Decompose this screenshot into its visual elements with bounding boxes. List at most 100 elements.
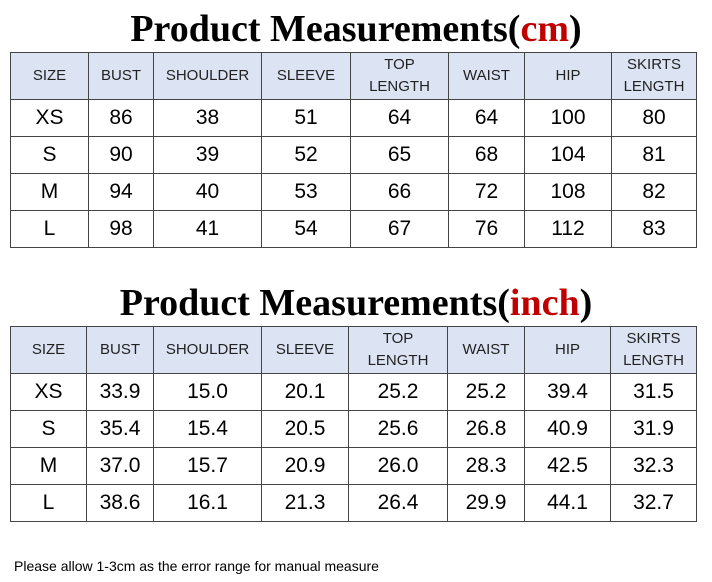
title-close: )	[569, 8, 582, 50]
table-title: Product Measurements(cm)	[0, 9, 712, 49]
header-cell: HIP	[524, 326, 611, 374]
cell: 39.4	[524, 373, 611, 411]
cell: 31.9	[610, 410, 697, 448]
cell: 15.4	[153, 410, 262, 448]
cell: 16.1	[153, 484, 262, 522]
header-cell: WAIST	[448, 52, 525, 100]
cell: 112	[524, 210, 612, 248]
cell: 64	[350, 99, 449, 137]
cell: 28.3	[447, 447, 525, 485]
cell: 26.4	[348, 484, 448, 522]
cell: 39	[153, 136, 262, 174]
cell: 64	[448, 99, 525, 137]
header-cell: SKIRTS LENGTH	[611, 52, 697, 100]
cell: 40.9	[524, 410, 611, 448]
title-text: Product Measurements(	[119, 282, 510, 324]
cell: 81	[611, 136, 697, 174]
cell: 65	[350, 136, 449, 174]
cell: 31.5	[610, 373, 697, 411]
title-text: Product Measurements(	[130, 8, 521, 50]
header-cell: SIZE	[10, 326, 87, 374]
header-cell: BUST	[88, 52, 154, 100]
cell: 35.4	[86, 410, 154, 448]
header-cell: SLEEVE	[261, 326, 349, 374]
header-cell: TOP LENGTH	[348, 326, 448, 374]
cell: M	[10, 173, 89, 211]
data-row: M 37.0 15.7 20.9 26.0 28.3 42.5 32.3	[10, 447, 697, 485]
cell: 42.5	[524, 447, 611, 485]
cell: 32.7	[610, 484, 697, 522]
cell: 86	[88, 99, 154, 137]
cell: 67	[350, 210, 449, 248]
cell: 25.2	[447, 373, 525, 411]
data-row: S 90 39 52 65 68 104 81	[10, 136, 697, 174]
cell: 80	[611, 99, 697, 137]
cell: 54	[261, 210, 351, 248]
data-row: L 38.6 16.1 21.3 26.4 29.9 44.1 32.7	[10, 484, 697, 522]
cell: 33.9	[86, 373, 154, 411]
cell: 53	[261, 173, 351, 211]
cell: 76	[448, 210, 525, 248]
header-cell: HIP	[524, 52, 612, 100]
cell: 83	[611, 210, 697, 248]
cell: L	[10, 210, 89, 248]
header-cell: TOP LENGTH	[350, 52, 449, 100]
header-row: SIZE BUST SHOULDER SLEEVE TOP LENGTH WAIST HIP…	[10, 326, 697, 374]
data-row: L 98 41 54 67 76 112 83	[10, 210, 697, 248]
header-cell: SHOULDER	[153, 326, 262, 374]
title-unit: inch	[509, 282, 580, 324]
cell: XS	[10, 99, 89, 137]
cell: 82	[611, 173, 697, 211]
data-row: XS 86 38 51 64 64 100 80	[10, 99, 697, 137]
cell: 51	[261, 99, 351, 137]
cell: 104	[524, 136, 612, 174]
header-cell: SKIRTS LENGTH	[610, 326, 697, 374]
cell: 40	[153, 173, 262, 211]
cell: S	[10, 136, 89, 174]
cell: 98	[88, 210, 154, 248]
cell: 26.8	[447, 410, 525, 448]
header-cell: SHOULDER	[153, 52, 262, 100]
data-row: S 35.4 15.4 20.5 25.6 26.8 40.9 31.9	[10, 410, 697, 448]
note: Please allow 1-3cm as the error range fo…	[14, 558, 379, 574]
cell: 29.9	[447, 484, 525, 522]
cell: 15.0	[153, 373, 262, 411]
header-cell: SLEEVE	[261, 52, 351, 100]
header-cell: BUST	[86, 326, 154, 374]
cell: 66	[350, 173, 449, 211]
cell: 20.1	[261, 373, 349, 411]
cell: 100	[524, 99, 612, 137]
title-close: )	[579, 282, 593, 324]
size-table: SIZE BUST SHOULDER SLEEVE TOP LENGTH WAIST HIP…	[10, 52, 697, 248]
cell: 44.1	[524, 484, 611, 522]
cell: 38	[153, 99, 262, 137]
data-row: XS 33.9 15.0 20.1 25.2 25.2 39.4 31.5	[10, 373, 697, 411]
data-row: M 94 40 53 66 72 108 82	[10, 173, 697, 211]
cell: 72	[448, 173, 525, 211]
cell: L	[10, 484, 87, 522]
cell: 90	[88, 136, 154, 174]
cell: 37.0	[86, 447, 154, 485]
table-title: Product Measurements(inch)	[0, 283, 712, 323]
cell: 26.0	[348, 447, 448, 485]
cell: 32.3	[610, 447, 697, 485]
cell: 38.6	[86, 484, 154, 522]
cell: 94	[88, 173, 154, 211]
header-row: SIZE BUST SHOULDER SLEEVE TOP LENGTH WAIST HIP…	[10, 52, 697, 100]
cell: 52	[261, 136, 351, 174]
header-cell: WAIST	[447, 326, 525, 374]
cell: 15.7	[153, 447, 262, 485]
header-cell: SIZE	[10, 52, 89, 100]
cell: 68	[448, 136, 525, 174]
title-unit: cm	[520, 8, 569, 50]
cell: 21.3	[261, 484, 349, 522]
cell: XS	[10, 373, 87, 411]
cell: 108	[524, 173, 612, 211]
cell: 20.9	[261, 447, 349, 485]
cell: 41	[153, 210, 262, 248]
cell: 25.6	[348, 410, 448, 448]
cell: 25.2	[348, 373, 448, 411]
cell: S	[10, 410, 87, 448]
cell: M	[10, 447, 87, 485]
